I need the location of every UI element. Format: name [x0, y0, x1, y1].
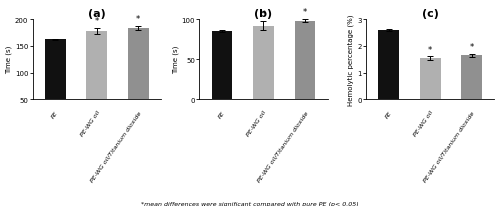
Text: *: *: [428, 45, 432, 54]
Bar: [212, 32, 233, 100]
Title: (c): (c): [422, 9, 438, 19]
Title: (b): (b): [254, 9, 272, 19]
Y-axis label: Time (s): Time (s): [6, 46, 12, 74]
Text: *: *: [303, 8, 307, 17]
Bar: [294, 22, 316, 100]
Bar: [128, 29, 148, 126]
Bar: [420, 59, 440, 100]
Bar: [45, 40, 66, 126]
Text: *mean differences were significant compared with pure PE (p< 0.05): *mean differences were significant compa…: [141, 201, 359, 206]
Text: *: *: [94, 17, 99, 26]
Bar: [253, 26, 274, 100]
Bar: [378, 31, 399, 100]
Text: *: *: [136, 15, 140, 24]
Bar: [462, 56, 482, 100]
Title: (a): (a): [88, 9, 106, 19]
Y-axis label: Hemolytic percentage (%): Hemolytic percentage (%): [348, 14, 354, 105]
Bar: [86, 32, 107, 126]
Text: *: *: [262, 10, 266, 19]
Text: *: *: [470, 43, 474, 52]
Y-axis label: Time (s): Time (s): [172, 46, 178, 74]
